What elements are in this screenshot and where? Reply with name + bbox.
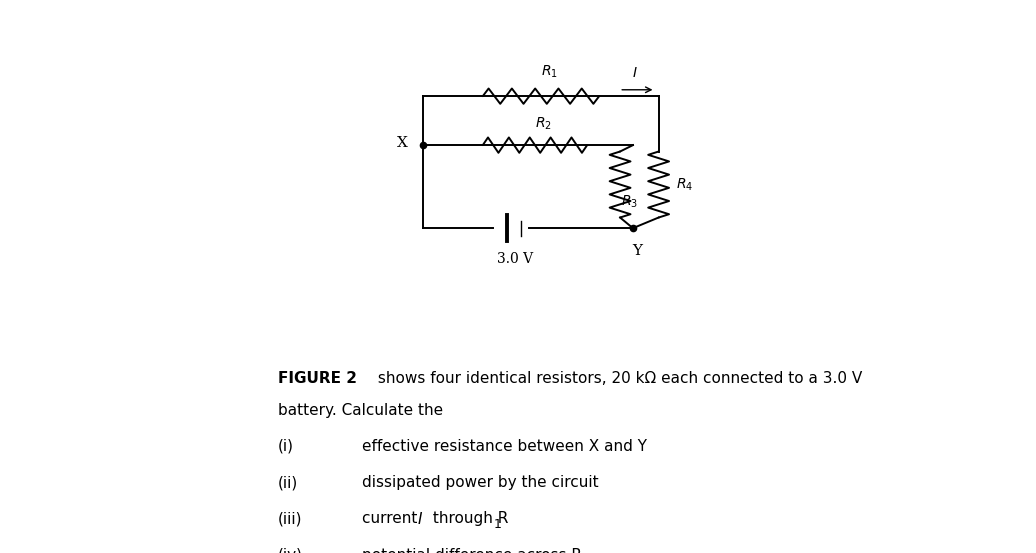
- Text: (iii): (iii): [278, 512, 303, 526]
- Text: effective resistance between X and Y: effective resistance between X and Y: [363, 439, 648, 454]
- Text: battery. Calculate the: battery. Calculate the: [278, 403, 443, 418]
- Text: 1: 1: [494, 518, 501, 531]
- Text: (ii): (ii): [278, 475, 298, 490]
- Text: $R_2$: $R_2$: [535, 115, 551, 132]
- Text: $R_1$: $R_1$: [541, 64, 557, 80]
- Text: dissipated power by the circuit: dissipated power by the circuit: [363, 475, 599, 490]
- Text: $R_4$: $R_4$: [677, 176, 693, 193]
- Text: $I$: $I$: [632, 66, 638, 80]
- Text: through R: through R: [428, 512, 509, 526]
- Text: (iv): (iv): [278, 547, 304, 553]
- Text: potential difference across R: potential difference across R: [363, 547, 582, 553]
- Text: (i): (i): [278, 439, 294, 454]
- Text: current: current: [363, 512, 423, 526]
- Text: $R_3$: $R_3$: [621, 194, 638, 210]
- Text: Y: Y: [632, 244, 642, 258]
- Text: FIGURE 2: FIGURE 2: [278, 371, 357, 386]
- Text: $I$: $I$: [416, 512, 423, 528]
- Text: X: X: [397, 136, 408, 150]
- Text: shows four identical resistors, 20 kΩ each connected to a 3.0 V: shows four identical resistors, 20 kΩ ea…: [373, 371, 862, 386]
- Text: 3.0 V: 3.0 V: [497, 252, 533, 265]
